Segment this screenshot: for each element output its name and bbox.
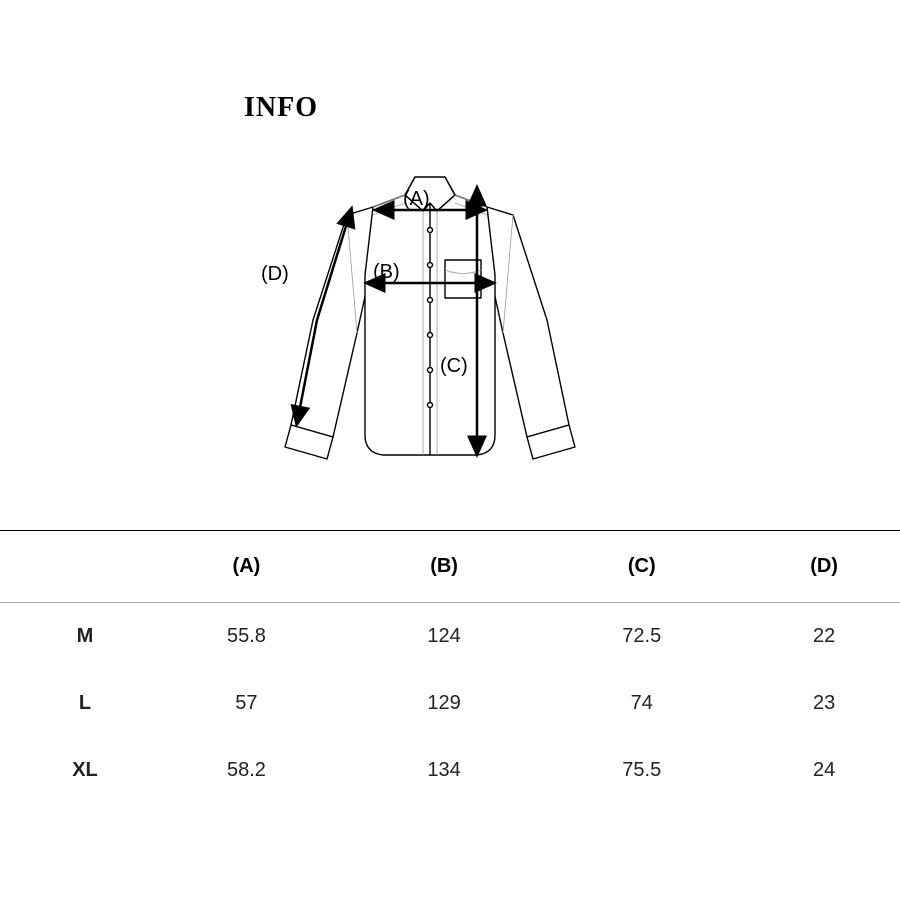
col-size	[0, 531, 140, 603]
cell-d: 23	[748, 670, 900, 737]
cell-b: 134	[353, 737, 535, 804]
cell-a: 58.2	[140, 737, 353, 804]
table-row: M 55.8 124 72.5 22	[0, 603, 900, 671]
size-table: (A) (B) (C) (D) M 55.8 124 72.5 22 L 57	[0, 530, 900, 804]
cell-d: 24	[748, 737, 900, 804]
table-row: XL 58.2 134 75.5 24	[0, 737, 900, 804]
label-b: (B)	[373, 261, 400, 284]
cell-d: 22	[748, 603, 900, 671]
cell-b: 129	[353, 670, 535, 737]
page-title: INFO	[244, 92, 318, 124]
shirt-diagram: (A) (B) (C) (D)	[255, 155, 595, 485]
size-cell: L	[0, 670, 140, 737]
col-c: (C)	[535, 531, 748, 603]
table-row: L 57 129 74 23	[0, 670, 900, 737]
col-b: (B)	[353, 531, 535, 603]
size-cell: M	[0, 603, 140, 671]
cell-c: 72.5	[535, 603, 748, 671]
cell-a: 55.8	[140, 603, 353, 671]
col-a: (A)	[140, 531, 353, 603]
cell-c: 74	[535, 670, 748, 737]
size-table-container: (A) (B) (C) (D) M 55.8 124 72.5 22 L 57	[0, 530, 900, 804]
shirt-outline	[285, 177, 575, 459]
cell-b: 124	[353, 603, 535, 671]
size-cell: XL	[0, 737, 140, 804]
label-c: (C)	[440, 355, 468, 378]
col-d: (D)	[748, 531, 900, 603]
label-d: (D)	[261, 263, 289, 286]
label-a: (A)	[403, 188, 430, 211]
cell-c: 75.5	[535, 737, 748, 804]
cell-a: 57	[140, 670, 353, 737]
table-header-row: (A) (B) (C) (D)	[0, 531, 900, 603]
